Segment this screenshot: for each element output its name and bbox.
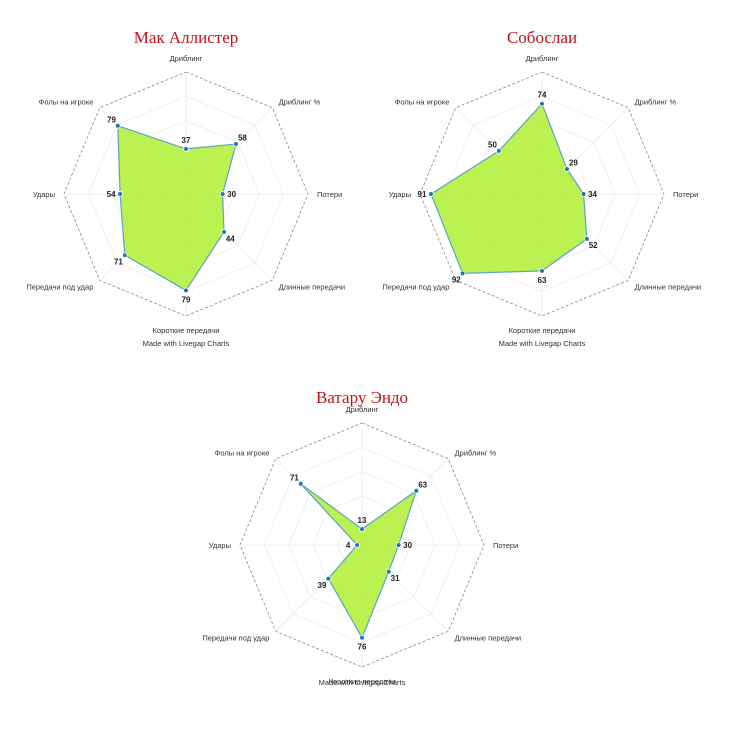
data-point xyxy=(459,270,466,277)
series-area xyxy=(300,483,418,640)
axis-label: Передачи под удар xyxy=(382,283,449,292)
data-point xyxy=(564,166,570,172)
series-area xyxy=(430,102,588,275)
axis-label: Фолы на игроке xyxy=(395,97,450,106)
radar-chart-szoboszlai: Собослаи 74 29 34 52 63 92 91 50 Дриблинг Дриблинг… xyxy=(382,28,701,348)
data-point xyxy=(219,191,226,197)
axis-label: Удары xyxy=(389,190,411,199)
data-point xyxy=(233,141,239,147)
value-label: 71 xyxy=(114,258,123,267)
value-label: 44 xyxy=(226,234,235,243)
radar-chart-endo: Ватару Эндо 13 63 30 31 76 39 4 71 Дриблинг Дрибли… xyxy=(202,388,521,687)
value-label: 52 xyxy=(589,241,598,250)
data-point xyxy=(580,191,587,197)
axis-label: Дриблинг % xyxy=(455,448,497,457)
value-label: 71 xyxy=(290,473,299,482)
value-label: 50 xyxy=(488,141,497,150)
axis-label: Потери xyxy=(493,541,518,550)
chart-credit: Made with Livegap Charts xyxy=(143,339,230,348)
axis-label: Передачи под удар xyxy=(202,634,269,643)
axis-label: Дриблинг xyxy=(346,405,379,414)
data-point xyxy=(183,287,189,294)
value-label: 13 xyxy=(358,516,367,525)
data-point xyxy=(359,526,365,532)
axis-label: Удары xyxy=(33,190,55,199)
data-point xyxy=(325,575,332,582)
data-point xyxy=(413,487,420,494)
data-point xyxy=(496,148,502,154)
value-label: 63 xyxy=(538,276,547,285)
value-label: 30 xyxy=(403,541,412,550)
axis-label: Короткие передачи xyxy=(153,326,220,335)
value-label: 79 xyxy=(107,116,116,125)
data-point xyxy=(117,191,123,197)
value-label: 54 xyxy=(107,190,116,199)
chart-title: Собослаи xyxy=(507,28,577,47)
value-label: 91 xyxy=(418,190,427,199)
value-label: 58 xyxy=(238,134,247,143)
radar-chart-mac-allister: Мак Аллистер 37 58 30 44 79 71 54 79 Дриблинг Дриб… xyxy=(26,28,345,348)
axis-label: Короткие передачи xyxy=(329,677,396,686)
value-label: 79 xyxy=(182,295,191,304)
data-point xyxy=(428,191,434,197)
grid-outer-ring xyxy=(239,422,485,668)
data-point xyxy=(221,229,227,235)
grid-outer-ring xyxy=(63,71,309,317)
axis-label: Передачи под удар xyxy=(26,283,93,292)
value-label: 39 xyxy=(318,581,327,590)
value-label: 31 xyxy=(391,574,400,583)
chart-credit: Made with Livegap Charts xyxy=(499,339,586,348)
axis-label: Дриблинг xyxy=(170,54,203,63)
value-label: 34 xyxy=(588,190,597,199)
axis-label: Короткие передачи xyxy=(509,326,576,335)
grid-outer-ring xyxy=(419,71,665,317)
chart-title: Мак Аллистер xyxy=(134,28,239,47)
value-label: 76 xyxy=(358,643,367,652)
axis-label: Дриблинг % xyxy=(279,97,321,106)
value-label: 74 xyxy=(538,91,547,100)
value-label: 4 xyxy=(346,541,351,550)
series-area xyxy=(117,124,237,292)
data-point xyxy=(395,542,402,548)
axis-label: Дриблинг % xyxy=(635,97,677,106)
chart-credit: Made with Livegap Charts xyxy=(319,678,406,687)
value-label: 37 xyxy=(182,136,191,145)
axis-label: Длинные передачи xyxy=(635,283,701,292)
data-point xyxy=(539,268,545,274)
axis-label: Потери xyxy=(673,190,698,199)
data-point xyxy=(354,542,360,548)
chart-title: Ватару Эндо xyxy=(316,388,408,407)
axis-label: Длинные передачи xyxy=(455,634,521,643)
value-label: 92 xyxy=(452,276,461,285)
axis-label: Удары xyxy=(209,541,231,550)
value-label: 29 xyxy=(569,159,578,168)
axis-label: Фолы на игроке xyxy=(215,448,270,457)
data-point xyxy=(584,236,590,242)
data-point xyxy=(539,100,545,107)
axis-label: Дриблинг xyxy=(526,54,559,63)
value-label: 30 xyxy=(227,190,236,199)
axis-label: Фолы на игроке xyxy=(39,97,94,106)
data-point xyxy=(359,634,365,641)
data-point xyxy=(122,252,128,259)
data-point xyxy=(115,123,121,129)
data-point xyxy=(183,146,189,152)
axis-label: Потери xyxy=(317,190,342,199)
data-point xyxy=(385,568,392,575)
axis-label: Длинные передачи xyxy=(279,283,345,292)
data-point xyxy=(297,480,304,487)
value-label: 63 xyxy=(418,480,427,489)
